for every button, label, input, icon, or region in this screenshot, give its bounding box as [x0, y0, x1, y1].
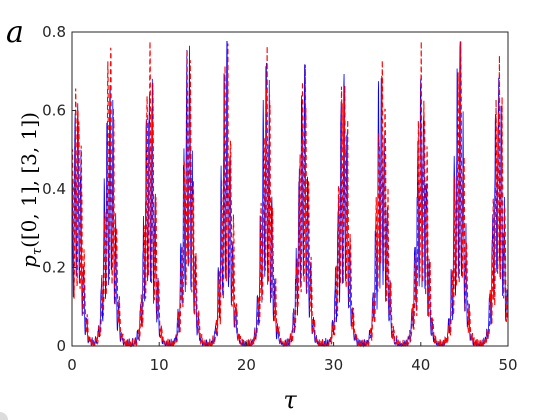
x-axis-label: τ — [283, 386, 297, 414]
y-tick-label: 0 — [56, 337, 66, 355]
y-tick-label: 0.6 — [42, 102, 66, 120]
series-blue-line — [71, 41, 509, 348]
series-path — [71, 41, 509, 348]
series-red-dashed-line — [71, 41, 509, 348]
x-tick-label: 40 — [411, 356, 430, 374]
corner-mark — [0, 412, 8, 420]
x-tick-label: 20 — [237, 356, 256, 374]
y-axis-label: pτ([0, 1], [3, 1]) — [17, 112, 45, 268]
panel-label: a — [6, 15, 24, 50]
x-tick-label: 0 — [67, 356, 77, 374]
x-tick-label: 50 — [498, 356, 517, 374]
y-tick-label: 0.4 — [42, 180, 66, 198]
x-tick-label: 30 — [324, 356, 343, 374]
y-tick-label: 0.2 — [42, 259, 66, 277]
y-tick-label: 0.8 — [42, 23, 66, 41]
svg-text:pτ([0, 1], [3, 1]): pτ([0, 1], [3, 1]) — [17, 112, 45, 268]
series-path — [71, 41, 509, 348]
plot-area — [71, 31, 509, 348]
y-axis-ticks: 0 0.2 0.4 0.6 0.8 — [42, 23, 76, 355]
axes-box — [71, 31, 509, 347]
x-axis-ticks: 0 10 20 30 40 50 — [67, 342, 518, 374]
x-tick-label: 10 — [150, 356, 169, 374]
